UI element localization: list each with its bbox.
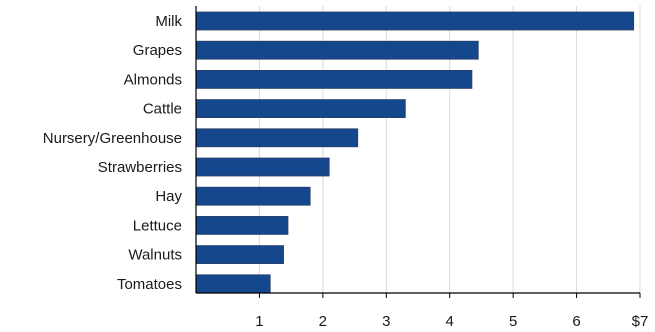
x-tick-label: 4 (446, 313, 454, 330)
bar (195, 40, 479, 60)
category-label: Cattle (143, 101, 182, 118)
category-labels: Milk Grapes Almonds Cattle Nursery/Greenhous… (43, 13, 183, 293)
bar (195, 274, 271, 294)
x-tick-labels: 1 2 3 4 5 6 $7 (255, 313, 648, 330)
bar (195, 245, 284, 265)
bar (195, 99, 406, 118)
category-label: Hay (155, 188, 182, 205)
category-label: Walnuts (128, 247, 182, 264)
category-label: Strawberries (98, 159, 182, 176)
x-tick-label: 2 (319, 313, 327, 330)
x-tick-label: 3 (382, 313, 390, 330)
bar (195, 70, 473, 89)
x-tick-label: 6 (572, 313, 580, 330)
category-label: Nursery/Greenhouse (43, 130, 182, 147)
bar (195, 215, 289, 235)
category-label: Almonds (124, 71, 182, 88)
bar (195, 128, 359, 148)
category-label: Grapes (133, 42, 182, 59)
x-tick-label: 1 (255, 313, 263, 330)
axes (195, 6, 641, 298)
bar (195, 157, 330, 177)
bar (195, 11, 635, 31)
category-label: Tomatoes (117, 276, 182, 293)
bars (195, 11, 635, 294)
x-tick-label: 5 (509, 313, 517, 330)
x-tick-label: $7 (632, 313, 649, 330)
bar (195, 186, 311, 206)
category-label: Milk (155, 13, 182, 30)
category-label: Lettuce (133, 217, 182, 234)
